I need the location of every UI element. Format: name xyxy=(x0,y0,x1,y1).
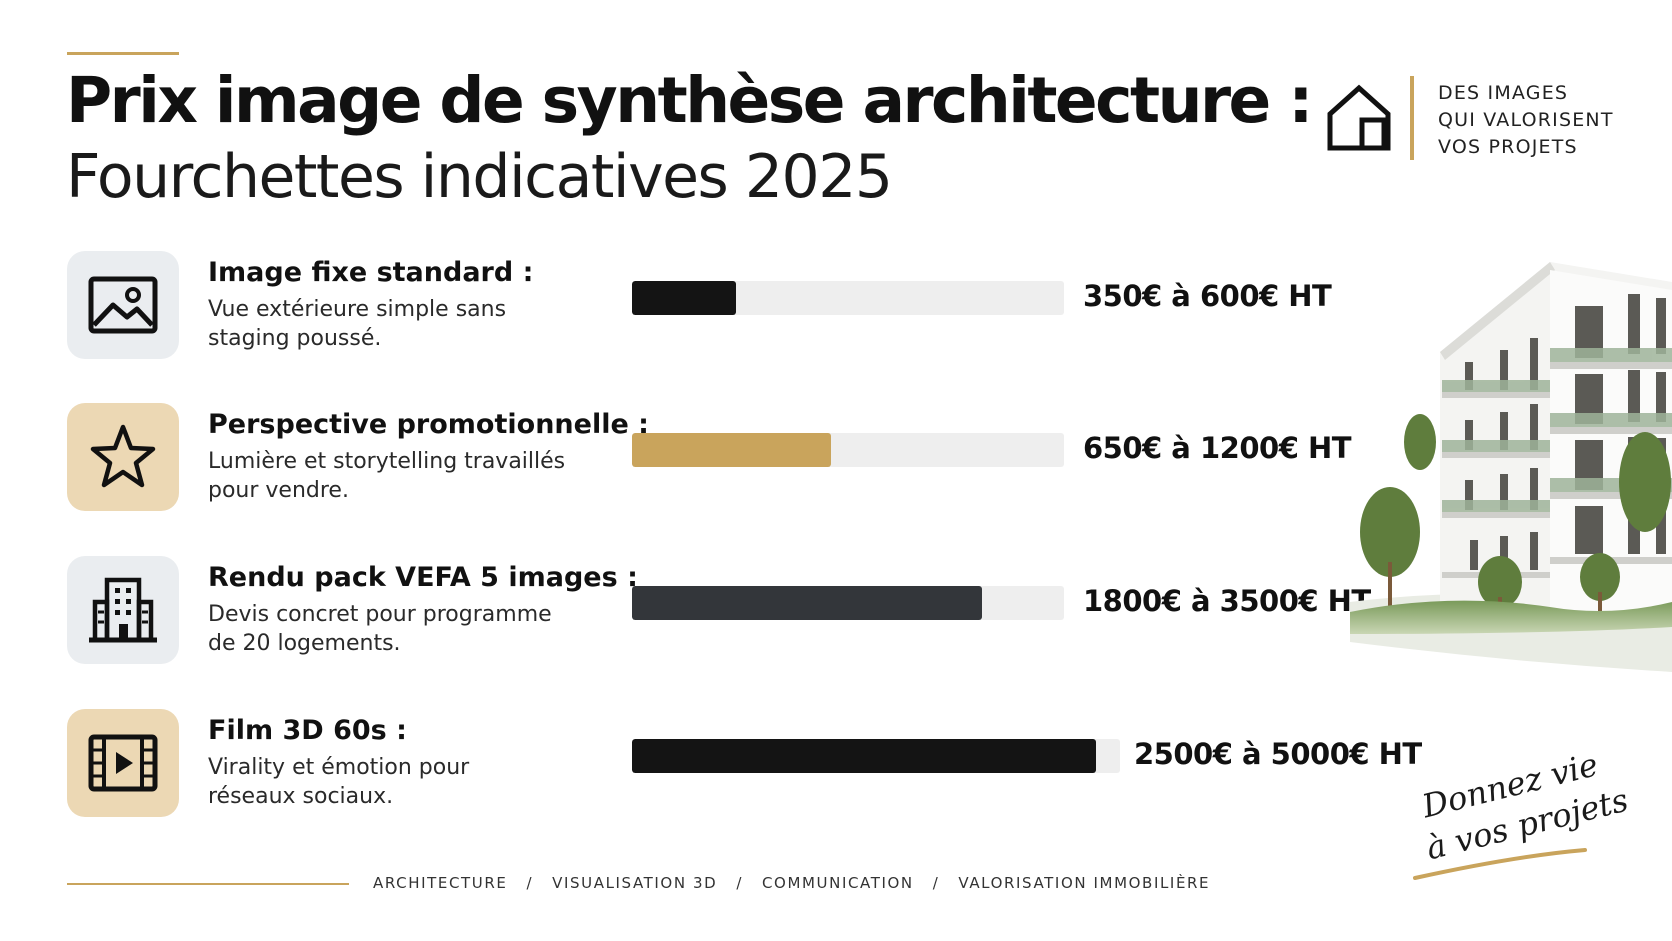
bottom-accent-rule xyxy=(67,883,349,885)
price-bar-track xyxy=(632,433,1064,467)
price-range: 2500€ à 5000€ HT xyxy=(1134,737,1422,771)
footer-tag: COMMUNICATION xyxy=(761,874,914,892)
row-label: Film 3D 60s : xyxy=(208,715,407,746)
price-bar-track xyxy=(632,739,1120,773)
price-range: 650€ à 1200€ HT xyxy=(1083,431,1352,465)
row-description: Virality et émotion pour réseaux sociaux… xyxy=(208,753,598,811)
price-range: 350€ à 600€ HT xyxy=(1083,279,1332,313)
top-accent-rule xyxy=(67,52,179,55)
row-description-line: Devis concret pour programme xyxy=(208,602,552,627)
price-row-vefa: Rendu pack VEFA 5 images : Devis concret… xyxy=(67,556,1437,666)
row-description-line: pour vendre. xyxy=(208,478,349,503)
brand-tagline-line: VOS PROJETS xyxy=(1438,136,1578,158)
row-description: Vue extérieure simple sans staging pouss… xyxy=(208,295,598,353)
film-icon xyxy=(88,734,158,792)
row-description-line: de 20 logements. xyxy=(208,631,401,656)
row-description-line: Vue extérieure simple sans xyxy=(208,297,507,322)
building-icon xyxy=(89,577,157,643)
row-description: Lumière et storytelling travaillés pour … xyxy=(208,447,598,505)
building-illustration xyxy=(1350,262,1672,672)
price-bar-track xyxy=(632,281,1064,315)
price-bar-fill xyxy=(632,586,982,620)
row-description-line: Virality et émotion pour xyxy=(208,755,470,780)
row-icon-tile xyxy=(67,251,179,359)
row-icon-tile xyxy=(67,709,179,817)
price-row-perspective: Perspective promotionnelle : Lumière et … xyxy=(67,403,1437,513)
footer-tag: VISUALISATION 3D xyxy=(552,874,718,892)
page-subtitle: Fourchettes indicatives 2025 xyxy=(66,142,893,212)
footer-tag: VALORISATION IMMOBILIÈRE xyxy=(958,874,1211,892)
brand-tagline: DES IMAGES QUI VALORISENT VOS PROJETS xyxy=(1438,80,1614,161)
footer-tags: ARCHITECTURE / VISUALISATION 3D / COMMUNICAT… xyxy=(373,874,1210,892)
price-row-image: Image fixe standard : Vue extérieure sim… xyxy=(67,251,1437,361)
price-bar-fill xyxy=(632,739,1096,773)
brand-block: DES IMAGES QUI VALORISENT VOS PROJETS xyxy=(1326,76,1656,166)
image-icon xyxy=(88,276,158,334)
row-label: Rendu pack VEFA 5 images : xyxy=(208,562,638,593)
brand-divider xyxy=(1410,76,1414,160)
row-label: Perspective promotionnelle : xyxy=(208,409,649,440)
row-description-line: réseaux sociaux. xyxy=(208,784,394,809)
price-bar-track xyxy=(632,586,1064,620)
row-description: Devis concret pour programme de 20 logem… xyxy=(208,600,598,658)
page-title: Prix image de synthèse architecture : xyxy=(66,64,1313,137)
row-icon-tile xyxy=(67,403,179,511)
signature-block: Donnez vie à vos projets xyxy=(1405,745,1632,900)
footer-separator: / xyxy=(526,874,534,892)
star-icon xyxy=(90,424,156,488)
price-bar-fill xyxy=(632,281,736,315)
footer-separator: / xyxy=(736,874,743,892)
row-label: Image fixe standard : xyxy=(208,257,534,288)
footer-separator: / xyxy=(932,874,940,892)
row-icon-tile xyxy=(67,556,179,664)
brand-tagline-line: DES IMAGES xyxy=(1438,82,1569,104)
price-row-film: Film 3D 60s : Virality et émotion pour r… xyxy=(67,709,1437,819)
house-icon xyxy=(1327,84,1391,151)
brand-tagline-line: QUI VALORISENT xyxy=(1438,109,1614,131)
signature-underline xyxy=(1413,848,1587,880)
price-range: 1800€ à 3500€ HT xyxy=(1083,584,1371,618)
row-description-line: Lumière et storytelling travaillés xyxy=(208,449,566,474)
price-bar-fill xyxy=(632,433,831,467)
row-description-line: staging poussé. xyxy=(208,326,382,351)
footer-tag: ARCHITECTURE xyxy=(373,874,508,892)
